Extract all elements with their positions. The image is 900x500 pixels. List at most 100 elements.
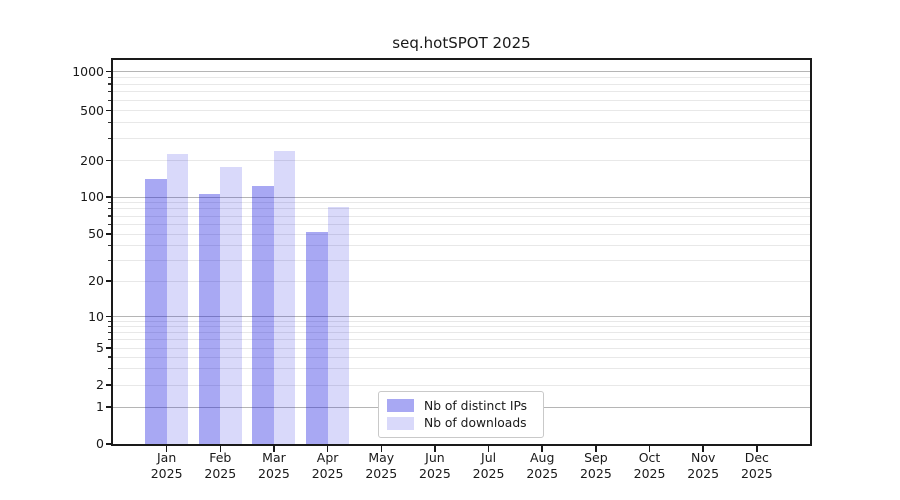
y-minor-tick-mark xyxy=(108,368,111,370)
y-tick-mark xyxy=(105,347,111,349)
minor-gridline xyxy=(113,339,811,341)
y-tick-label: 20 xyxy=(88,273,104,288)
y-tick-label: 500 xyxy=(80,102,104,118)
y-tick-label: 5 xyxy=(96,340,104,355)
y-minor-tick-mark xyxy=(108,259,111,261)
x-tick-month: Jan xyxy=(157,450,177,465)
x-tick-year: 2025 xyxy=(472,465,505,481)
y-minor-tick-mark xyxy=(108,208,111,210)
x-tick-mark xyxy=(434,446,436,452)
minor-gridline xyxy=(113,99,811,101)
minor-gridline xyxy=(113,83,811,85)
x-tick-month: Sep xyxy=(584,450,608,465)
major-gridline xyxy=(113,196,811,198)
x-tick-month: Jun xyxy=(425,450,445,465)
y-tick-label: 50 xyxy=(88,226,104,241)
x-tick-year: 2025 xyxy=(150,465,183,481)
minor-gridline xyxy=(113,208,811,210)
minor-gridline xyxy=(113,356,811,358)
y-minor-tick-mark xyxy=(108,332,111,334)
x-tick-mark xyxy=(648,446,651,452)
minor-gridline xyxy=(113,384,811,386)
minor-gridline xyxy=(113,326,811,328)
minor-gridline xyxy=(113,280,811,282)
minor-gridline xyxy=(113,137,811,139)
bar-downloads xyxy=(220,166,242,444)
y-tick-mark xyxy=(105,315,111,318)
minor-gridline xyxy=(113,259,811,261)
y-tick-label: 200 xyxy=(80,152,104,168)
legend-swatch-distinct-ips xyxy=(387,399,414,413)
plot-border xyxy=(111,58,812,446)
y-minor-tick-mark xyxy=(108,339,111,341)
x-tick-label: Mar 2025 xyxy=(243,450,305,481)
y-tick-label: 2 xyxy=(96,377,104,392)
x-tick-year: 2025 xyxy=(579,465,612,481)
legend-item-downloads: Nb of downloads xyxy=(387,416,535,430)
y-tick-label: 10 xyxy=(88,308,104,324)
bar-distinct-ips xyxy=(145,179,167,444)
x-tick-mark xyxy=(165,446,168,452)
x-tick-label: Apr 2025 xyxy=(297,450,359,481)
bar-distinct-ips xyxy=(198,194,221,444)
x-tick-label: Jun 2025 xyxy=(404,450,466,481)
x-tick-label: Sep 2025 xyxy=(565,450,627,481)
x-tick-month: Oct xyxy=(638,450,661,465)
y-tick-label: 1000 xyxy=(72,63,104,79)
legend-label-downloads: Nb of downloads xyxy=(424,416,527,431)
minor-gridline xyxy=(113,76,811,78)
x-tick-mark xyxy=(380,446,383,452)
y-minor-tick-mark xyxy=(108,202,111,204)
minor-gridline xyxy=(113,202,811,204)
x-tick-month: May xyxy=(368,450,395,465)
x-tick-mark xyxy=(487,446,490,452)
minor-gridline xyxy=(113,244,811,246)
x-tick-mark xyxy=(273,446,275,452)
x-tick-label: Jan 2025 xyxy=(136,450,198,481)
y-minor-tick-mark xyxy=(108,215,111,217)
x-tick-year: 2025 xyxy=(633,465,666,481)
x-tick-mark xyxy=(326,446,329,452)
legend-swatch-downloads xyxy=(387,416,414,430)
x-tick-label: Dec 2025 xyxy=(726,450,788,481)
x-tick-month: Apr xyxy=(316,450,339,465)
y-minor-tick-mark xyxy=(108,122,111,124)
x-tick-month: Nov xyxy=(690,450,716,465)
y-tick-label: 1 xyxy=(96,399,104,414)
x-tick-month: Mar xyxy=(262,450,286,465)
y-tick-mark xyxy=(105,233,111,235)
y-tick-mark xyxy=(105,406,111,408)
y-tick-mark xyxy=(105,280,111,282)
y-tick-mark xyxy=(105,196,111,198)
y-tick-mark xyxy=(105,109,111,112)
x-tick-mark xyxy=(541,446,543,452)
x-tick-year: 2025 xyxy=(740,465,773,481)
chart-title: seq.hotSPOT 2025 xyxy=(392,34,531,52)
y-minor-tick-mark xyxy=(108,223,111,225)
y-tick-label: 100 xyxy=(80,189,104,204)
y-minor-tick-mark xyxy=(108,137,111,139)
major-gridline xyxy=(113,71,811,72)
x-tick-label: Aug 2025 xyxy=(511,450,573,481)
x-tick-month: Feb xyxy=(209,450,232,465)
x-tick-year: 2025 xyxy=(258,465,290,481)
y-tick-mark xyxy=(105,159,111,162)
minor-gridline xyxy=(113,215,811,217)
x-tick-year: 2025 xyxy=(311,465,344,481)
x-tick-mark xyxy=(702,446,704,452)
x-tick-month: Dec xyxy=(744,450,769,465)
minor-gridline xyxy=(113,223,811,225)
y-minor-tick-mark xyxy=(108,90,111,93)
x-tick-label: Nov 2025 xyxy=(672,450,734,481)
legend: Nb of distinct IPs Nb of downloads xyxy=(378,391,544,438)
bar-distinct-ips xyxy=(306,231,328,444)
x-tick-label: May 2025 xyxy=(350,450,412,481)
y-minor-tick-mark xyxy=(108,244,111,247)
x-tick-year: 2025 xyxy=(365,465,398,481)
y-tick-mark xyxy=(105,384,111,386)
x-tick-year: 2025 xyxy=(687,465,720,481)
major-gridline xyxy=(113,316,811,317)
minor-gridline xyxy=(113,347,811,349)
